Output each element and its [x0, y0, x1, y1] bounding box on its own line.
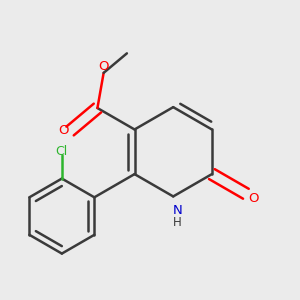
- Text: O: O: [248, 192, 259, 205]
- Text: O: O: [98, 60, 109, 73]
- Text: N: N: [172, 204, 182, 217]
- Text: Cl: Cl: [56, 145, 68, 158]
- Text: O: O: [58, 124, 69, 137]
- Text: H: H: [173, 216, 182, 230]
